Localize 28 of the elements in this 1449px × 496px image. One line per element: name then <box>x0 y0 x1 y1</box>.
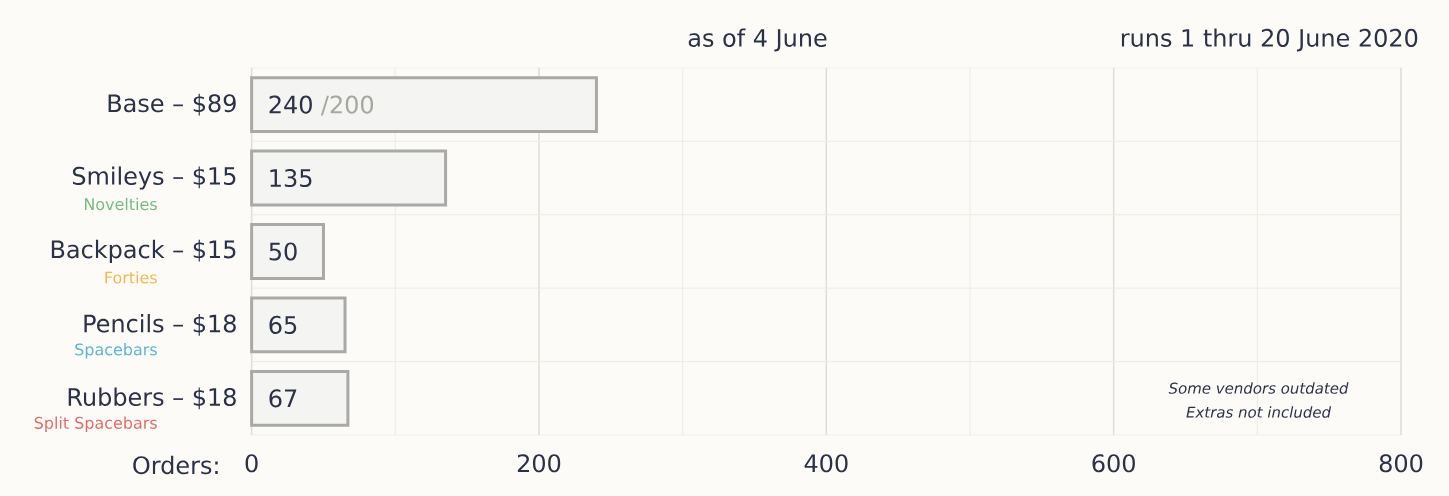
x-tick-label: 0 <box>245 454 258 473</box>
text: Forties <box>105 271 157 284</box>
y-tick-label: Pencils – $18 <box>84 314 236 336</box>
data-label: 50 <box>269 242 297 261</box>
y-tick-label: Backpack – $15 <box>51 239 236 264</box>
annotation: /200 <box>320 95 374 116</box>
text: runs 1 thru 20 June 2020 <box>1121 28 1418 52</box>
bar <box>250 369 350 427</box>
x-tick-label: 400 <box>804 454 848 473</box>
text: Novelties <box>84 197 157 211</box>
text: Split Spacebars <box>34 416 157 433</box>
bar <box>250 223 325 280</box>
x-tick-label: 200 <box>517 454 561 473</box>
annotation: Extras not included <box>1186 406 1332 418</box>
data-label: 240 <box>269 95 312 114</box>
y-tick-label: Rubbers – $18 <box>68 387 236 410</box>
bar <box>250 296 347 354</box>
annotation: Some vendors outdated <box>1168 382 1349 394</box>
data-label: 67 <box>269 389 297 408</box>
data-label: 65 <box>269 315 297 334</box>
chart-subtitle: as of 4 June <box>688 28 827 52</box>
x-tick-label: 800 <box>1379 454 1423 473</box>
x-tick-label: 600 <box>1092 454 1135 473</box>
text: Spacebars <box>75 343 157 359</box>
x-axis-title: Orders: <box>133 455 218 475</box>
y-tick-label: Smileys – $15 <box>72 166 236 190</box>
data-label: 135 <box>270 169 312 188</box>
y-tick-label: Base – $89 <box>108 93 236 116</box>
